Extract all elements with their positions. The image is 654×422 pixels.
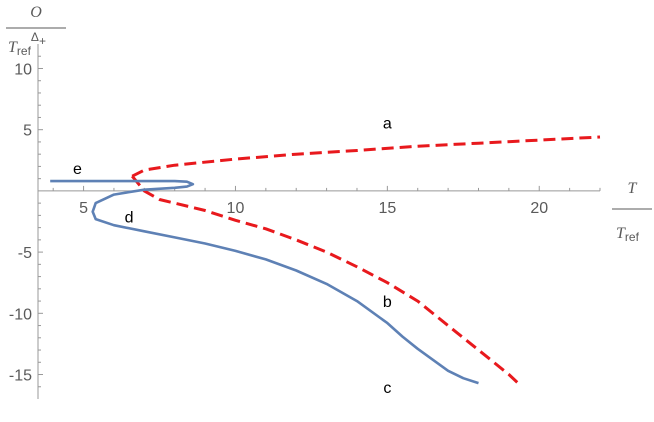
- y-axis-title-numerator: O: [30, 4, 42, 21]
- y-tick-label: 10: [14, 61, 32, 78]
- y-axis-title: O TrefΔ+: [6, 4, 66, 58]
- y-axis-title-denominator: TrefΔ+: [8, 30, 46, 58]
- curve-labels: a b c d e: [73, 115, 392, 396]
- series-line-1: [131, 135, 601, 178]
- curve-label-b: b: [383, 294, 392, 311]
- curve-label-a: a: [383, 115, 392, 132]
- series-group: [50, 135, 601, 385]
- series-line-3: [50, 179, 479, 385]
- x-axis-ticks: 5 10 15 20: [52, 185, 601, 217]
- series-line-2: [131, 175, 520, 385]
- x-tick-label: 5: [79, 200, 88, 217]
- x-tick-label: 10: [227, 200, 245, 217]
- y-axis-ticks: -15 -10 -5 5 10: [9, 55, 43, 388]
- x-tick-label: 15: [378, 200, 396, 217]
- curve-label-e: e: [73, 161, 82, 178]
- x-axis-title-numerator: T: [628, 180, 638, 197]
- x-tick-label: 20: [530, 200, 548, 217]
- y-tick-label: 5: [23, 123, 32, 140]
- y-tick-label: -10: [9, 306, 32, 323]
- y-tick-label: -5: [18, 245, 32, 262]
- y-tick-label: -15: [9, 368, 32, 385]
- curve-label-d: d: [125, 210, 134, 227]
- x-axis-title-denominator: Tref: [616, 225, 640, 244]
- x-axis-title: T Tref: [612, 180, 652, 244]
- curve-label-c: c: [383, 380, 391, 397]
